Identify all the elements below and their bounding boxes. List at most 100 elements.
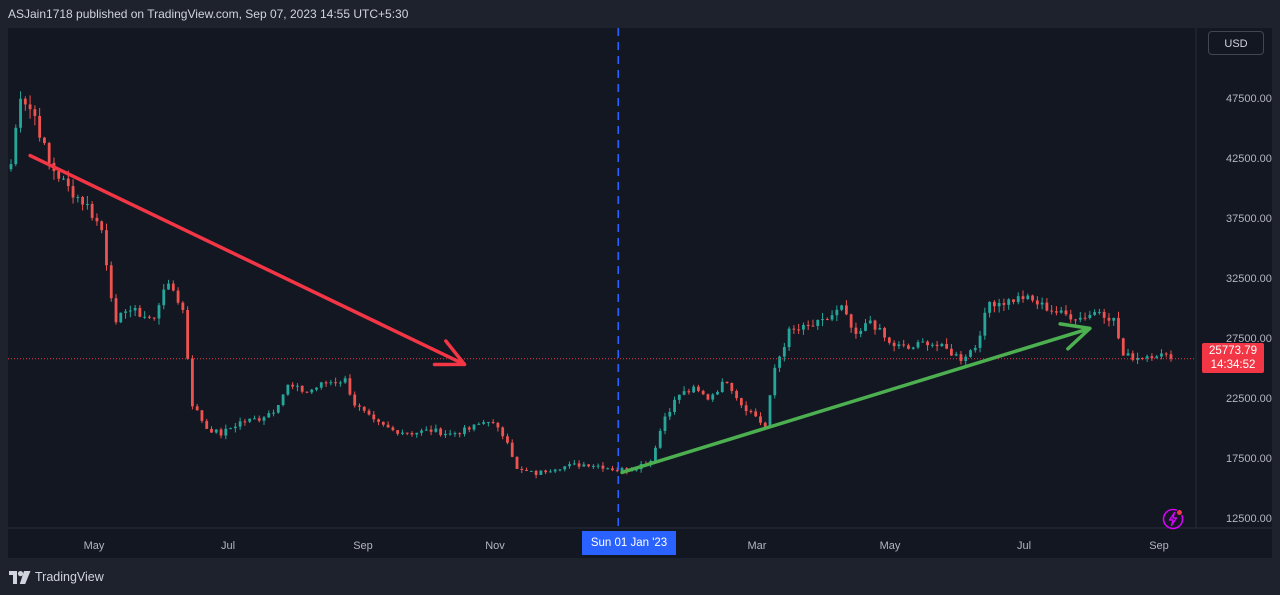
candle-body (553, 469, 557, 472)
candle-body (439, 428, 443, 436)
candle-body (706, 394, 710, 400)
candle-body (19, 98, 22, 128)
candle-body (806, 324, 810, 326)
candle-body (572, 463, 576, 465)
candle-body (377, 419, 380, 422)
candle-body (1112, 317, 1116, 321)
candle-body (391, 427, 395, 431)
candle-body (281, 394, 285, 406)
chart-area[interactable]: 47500.00 42500.00 37500.00 32500.00 27500.00… (8, 28, 1272, 558)
candle-body (926, 341, 929, 346)
candle-body (200, 410, 204, 421)
candle-body (358, 405, 361, 407)
candle-body (954, 354, 958, 356)
brand[interactable]: TradingView (9, 568, 104, 586)
candle-body (190, 358, 194, 407)
time-axis-label: Jul (221, 540, 235, 552)
candle-body (1002, 303, 1006, 305)
candle-body (577, 463, 581, 467)
candle-body (725, 381, 729, 384)
candle-body (152, 317, 156, 319)
candle-body (692, 386, 696, 393)
candle-body (124, 311, 127, 313)
candle-body (969, 350, 972, 357)
candle-body (854, 327, 858, 334)
candle-body (71, 186, 75, 198)
candle-body (367, 410, 371, 415)
candle-body (128, 310, 132, 312)
candle-body (486, 421, 490, 423)
price-axis-label: 12500.00 (1226, 513, 1272, 525)
candle-body (291, 384, 295, 387)
candle-body (654, 447, 657, 461)
candle-body (386, 424, 390, 428)
candle-body (778, 356, 781, 368)
candle-body (463, 427, 466, 435)
candle-body (911, 347, 915, 349)
candle-body (1169, 354, 1173, 359)
candle-body (444, 433, 447, 436)
candle-body (477, 423, 481, 425)
candle-body (1074, 319, 1077, 321)
candle-body (33, 109, 37, 116)
candle-body (1136, 357, 1139, 360)
candle-body (109, 265, 113, 299)
candle-body (606, 468, 610, 470)
candle-body (1121, 338, 1125, 356)
candle-body (620, 468, 624, 472)
candle-body (243, 421, 247, 423)
candle-body (601, 465, 605, 469)
candle-body (272, 412, 275, 414)
candle-body (262, 417, 266, 421)
candle-body (697, 386, 700, 391)
candle-body (992, 301, 996, 307)
candle-body (668, 411, 672, 417)
candle-body (663, 416, 667, 431)
candle-body (62, 178, 65, 180)
candle-body (23, 98, 27, 105)
candle-body (429, 429, 433, 432)
candle-body (410, 433, 414, 435)
candle-body (759, 416, 762, 423)
candle-body (305, 391, 309, 393)
lightning-alert-icon[interactable] (1160, 506, 1186, 532)
bullish-trend-arrow-head (1058, 322, 1092, 351)
candle-body (907, 345, 910, 349)
candle-body (749, 411, 753, 413)
candle-body (844, 305, 848, 315)
candle-body (997, 303, 1001, 307)
candle-body (343, 378, 347, 383)
candle-body (267, 413, 271, 418)
candle-body (830, 315, 834, 320)
candle-body (214, 429, 218, 433)
candle-body (744, 405, 748, 412)
price-axis-label: 47500.00 (1226, 93, 1272, 105)
candle-body (735, 391, 738, 399)
candle-body (143, 316, 147, 318)
footer-bar (0, 560, 1280, 595)
candle-body (467, 427, 471, 430)
price-axis-label: 17500.00 (1226, 453, 1272, 465)
candle-body (1131, 353, 1135, 360)
candle-body (353, 394, 357, 406)
candle-body (587, 464, 591, 467)
candle-body (988, 301, 992, 313)
candle-body (811, 325, 815, 327)
candle-body (716, 391, 719, 395)
time-axis-label: Mar (748, 540, 767, 552)
candle-body (591, 465, 595, 467)
candle-body (176, 290, 180, 303)
currency-button[interactable]: USD (1208, 31, 1264, 55)
candle-body (181, 302, 185, 310)
candle-body (224, 428, 228, 436)
candle-body (978, 335, 982, 348)
candle-body (90, 204, 94, 218)
candle-body (1093, 312, 1097, 315)
candle-body (921, 341, 925, 343)
price-chart[interactable]: 47500.00 42500.00 37500.00 32500.00 27500.00… (8, 28, 1272, 558)
candle-body (381, 421, 385, 425)
candle-body (868, 320, 872, 324)
last-price-tag: 25773.79 14:34:52 (1202, 343, 1264, 373)
candle-body (415, 432, 419, 435)
time-axis-label: Sep (1149, 540, 1169, 552)
